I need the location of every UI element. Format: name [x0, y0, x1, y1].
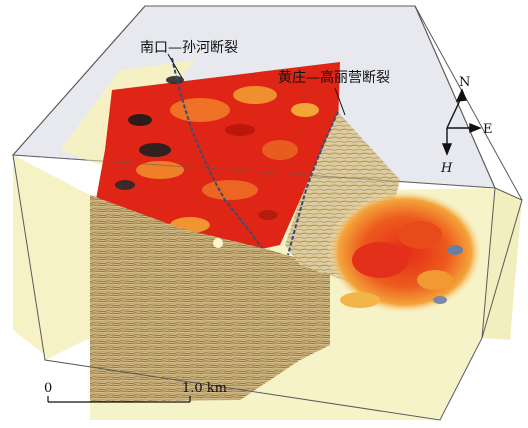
label-fault-huangzhuang-gaoliying: 黄庄—高丽营断裂	[278, 69, 390, 86]
leader-fault-2	[334, 87, 346, 116]
right-blob-mottling	[340, 221, 463, 308]
compass-east-label: E	[483, 122, 493, 137]
compass-rose	[441, 88, 482, 156]
cube-left-face	[13, 155, 90, 360]
fault-trace-nankou-sunhe	[171, 57, 263, 249]
fault-trace-huangzhuang	[287, 111, 339, 256]
scale-bar-end-label: 1.0 km	[182, 381, 227, 396]
seismic-section-front-shade	[90, 195, 330, 402]
leader-fault-1	[167, 53, 183, 79]
label-fault-nankou-sunhe: 南口—孙河断裂	[140, 40, 238, 56]
compass-depth-label: H	[440, 161, 453, 176]
horizon-hot-zone	[95, 62, 340, 260]
scale-bar-start-label: 0	[44, 381, 52, 396]
marker-dot	[213, 238, 223, 248]
cube-edges	[12, 5, 523, 421]
hot-zone-mottling	[115, 76, 319, 233]
seismic-section-front	[90, 195, 330, 402]
compass-north-label: N	[459, 75, 470, 90]
scale-bar	[47, 396, 191, 403]
